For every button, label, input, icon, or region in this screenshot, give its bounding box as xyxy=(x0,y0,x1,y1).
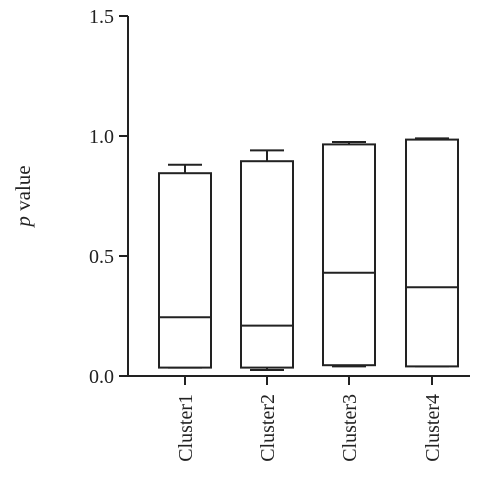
category-labels-group: Cluster1 Cluster2 Cluster3 Cluster4 xyxy=(175,376,444,462)
box-cluster3 xyxy=(322,141,376,368)
box-cluster4 xyxy=(405,137,459,368)
y-tick-label: 1.0 xyxy=(89,126,114,148)
category-label: Cluster4 xyxy=(422,394,444,462)
box-cluster2 xyxy=(240,149,294,371)
box-rect xyxy=(322,143,376,367)
box-cluster1 xyxy=(158,163,212,369)
y-tick-label: 0.0 xyxy=(89,366,114,388)
y-tick-label: 1.5 xyxy=(89,6,114,28)
category-label: Cluster2 xyxy=(257,394,279,462)
box-rect xyxy=(158,172,212,369)
category-label: Cluster1 xyxy=(175,394,197,462)
y-axis-label-italic: p xyxy=(11,216,35,229)
box-rect xyxy=(405,138,459,368)
y-axis-label: p value xyxy=(11,165,35,228)
y-axis-label-rest: value xyxy=(11,165,35,216)
boxes-group xyxy=(158,137,459,371)
y-ticks-group: 0.0 0.5 1.0 1.5 xyxy=(89,6,128,388)
y-tick-label: 0.5 xyxy=(89,246,114,268)
box-rect xyxy=(240,160,294,369)
category-label: Cluster3 xyxy=(339,394,361,462)
